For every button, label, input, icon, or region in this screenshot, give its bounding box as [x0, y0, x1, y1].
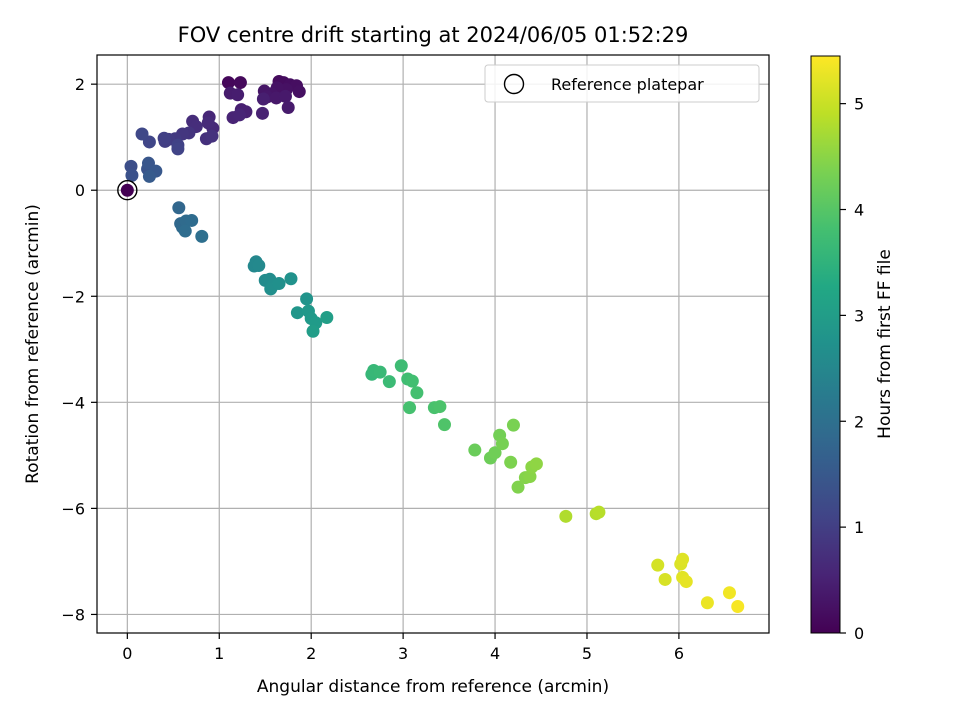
legend: Reference platepar [484, 64, 760, 103]
legend-marker [503, 73, 525, 95]
y-tick-label: −6 [61, 499, 85, 518]
data-point [403, 401, 417, 415]
data-point [504, 455, 518, 469]
y-axis-ticks: −8 −6 −4 −2 0 2 [61, 75, 97, 624]
data-point [529, 457, 543, 471]
data-point [284, 272, 298, 286]
colorbar-tick-label: 2 [854, 412, 864, 431]
data-point [437, 418, 451, 432]
x-tick-label: 0 [122, 644, 132, 663]
data-point [135, 127, 149, 141]
y-tick-label: −8 [61, 605, 85, 624]
data-point [278, 89, 292, 103]
data-points [124, 75, 745, 613]
data-point [292, 85, 306, 99]
data-point [679, 575, 693, 589]
grid-lines [97, 55, 769, 633]
data-point [468, 443, 482, 457]
data-point [256, 92, 270, 106]
colorbar-gradient [810, 55, 841, 634]
colorbar-tick-label: 0 [854, 624, 864, 643]
colorbar-tick-label: 3 [854, 306, 864, 325]
x-tick-label: 6 [674, 644, 684, 663]
legend-label: Reference platepar [551, 75, 704, 94]
data-point [511, 480, 525, 494]
data-point [559, 509, 573, 523]
data-point [272, 277, 286, 291]
data-point [410, 386, 424, 400]
data-point [185, 213, 199, 227]
x-axis-ticks: 0 1 2 3 4 5 6 [122, 633, 684, 663]
data-point [382, 375, 396, 389]
data-point [488, 446, 502, 460]
data-point [592, 505, 606, 519]
colorbar-tick-label: 1 [854, 518, 864, 537]
data-point [172, 201, 186, 215]
data-point [306, 324, 320, 338]
data-point [201, 116, 215, 130]
colorbar: 0 1 2 3 4 5 Hours from first FF file [810, 55, 895, 643]
x-tick-label: 5 [582, 644, 592, 663]
legend-box [484, 64, 760, 103]
data-point [281, 100, 295, 114]
reference-point-ring [117, 180, 138, 201]
colorbar-label: Hours from first FF file [875, 249, 895, 439]
chart-title: FOV centre drift starting at 2024/06/05 … [178, 23, 689, 47]
data-point [171, 142, 185, 156]
reference-point-marker [117, 180, 138, 201]
y-tick-label: −2 [61, 287, 85, 306]
axes-frame [96, 54, 770, 634]
data-point [495, 437, 509, 451]
data-point [195, 229, 209, 243]
data-point [731, 599, 745, 613]
data-point [221, 76, 235, 90]
data-point [142, 169, 156, 183]
data-point [676, 552, 690, 566]
data-point [394, 359, 408, 373]
y-tick-label: 2 [75, 75, 85, 94]
data-point [125, 168, 139, 182]
y-axis-label: Rotation from reference (arcmin) [23, 204, 43, 484]
colorbar-tick-label: 4 [854, 201, 864, 220]
x-tick-label: 4 [490, 644, 500, 663]
data-point [722, 586, 736, 600]
data-point [157, 131, 171, 145]
colorbar-ticks: 0 1 2 3 4 5 [840, 95, 864, 643]
data-point [231, 88, 245, 102]
x-axis-label: Angular distance from reference (arcmin) [257, 677, 609, 697]
data-point [433, 400, 447, 414]
data-point [405, 374, 419, 388]
data-point [290, 306, 304, 320]
data-point [658, 572, 672, 586]
data-point [232, 108, 246, 122]
data-point [233, 76, 247, 90]
data-point [178, 224, 192, 238]
data-point [252, 259, 266, 273]
data-point [700, 596, 714, 610]
colorbar-tick-label: 5 [854, 95, 864, 114]
y-tick-label: 0 [75, 181, 85, 200]
reference-point-fill [120, 183, 134, 197]
data-point [373, 365, 387, 379]
x-tick-label: 2 [306, 644, 316, 663]
data-point [651, 558, 665, 572]
data-point [300, 292, 314, 306]
y-tick-label: −4 [61, 393, 85, 412]
data-point [255, 106, 269, 120]
data-point [506, 418, 520, 432]
x-tick-label: 1 [214, 644, 224, 663]
data-point [205, 129, 219, 143]
data-point [320, 310, 334, 324]
x-tick-label: 3 [398, 644, 408, 663]
